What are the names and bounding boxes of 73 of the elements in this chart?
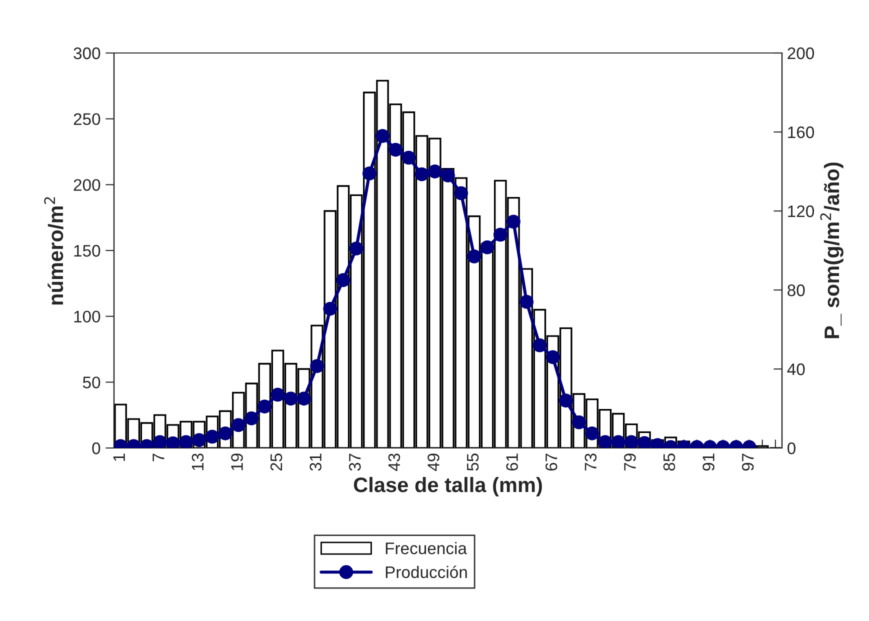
point [520,294,534,309]
point [428,164,442,178]
point [441,168,455,182]
point [152,435,167,448]
y2-tick-label: 160 [788,126,814,138]
point [205,430,220,444]
legend-label: Frecuencia [386,542,467,554]
point [467,249,482,264]
point [284,392,298,406]
point [296,392,311,406]
point [349,242,364,256]
point [166,436,180,448]
y-tick-label: 100 [74,310,100,323]
point [414,167,429,182]
point [231,418,246,432]
point [611,435,626,448]
point [402,150,416,165]
point [454,186,468,200]
x-tick-label: 67 [545,454,558,471]
point [638,436,652,448]
point [388,142,403,157]
x-tick-label: 97 [742,454,754,471]
point [258,400,272,414]
y2-tick-label: 0 [788,442,796,454]
point [546,350,560,364]
x-tick-label: 85 [663,454,676,471]
legend-label: Producción [386,566,467,578]
point [558,394,573,408]
x-tick-label: 25 [270,454,282,471]
point [362,166,376,180]
point [493,228,508,242]
point [310,359,324,373]
y2-tick-label: 200 [788,47,814,60]
point [624,435,638,448]
x-tick-label: 55 [467,454,479,471]
x-tick-label: 49 [428,454,440,472]
point [192,433,206,448]
point [376,129,390,143]
y2-tick-label: 120 [788,205,814,218]
point [585,426,600,440]
y-tick-label: 200 [74,179,100,191]
point [572,415,586,430]
y-tick-label: 300 [74,47,100,60]
x-tick-label: 13 [192,454,204,470]
point [480,240,494,254]
y2-tick-label: 80 [788,284,805,296]
y-tick-label: 0 [92,442,100,454]
point [270,388,285,402]
x-tick-label: 43 [388,454,400,472]
y2-axis-title: P_ som(g/m$^{2}$/año) [820,162,844,338]
x-tick-label: 37 [348,454,361,471]
point [244,411,258,426]
x-tick-label: 7 [152,454,164,462]
y-tick-label: 150 [74,244,100,257]
x-tick-label: 91 [702,454,714,471]
y-axis-title: número/m$^{2}$ [44,197,64,305]
x-tick-label: 1 [113,454,125,461]
point [336,273,350,288]
y-tick-label: 250 [74,113,100,126]
x-tick-label: 31 [310,454,322,471]
point [532,338,547,352]
point [218,426,232,440]
y2-tick-label: 40 [787,363,805,376]
point [323,302,338,316]
y-tick-label: 50 [82,376,100,388]
x-tick-label: 79 [624,454,636,471]
point [506,214,520,229]
x-tick-label: 61 [506,454,518,471]
point [598,435,612,448]
x-tick-label: 73 [584,454,597,471]
x-tick-label: 19 [231,454,243,470]
x-axis-title: Clase de talla (mm) [354,476,542,496]
point [179,435,193,448]
